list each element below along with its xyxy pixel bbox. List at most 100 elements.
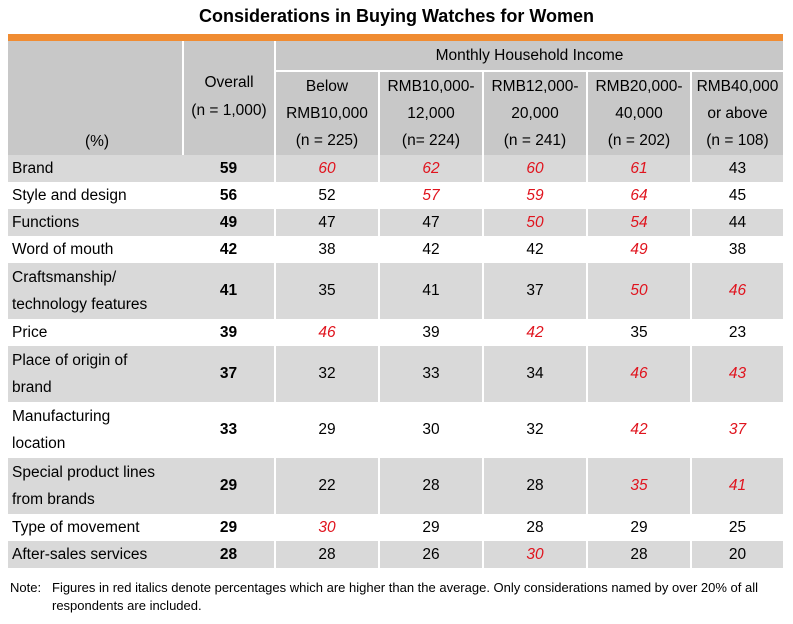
cell-value: 34: [482, 346, 587, 402]
row-label-line: Craftsmanship/: [12, 269, 117, 286]
income-column-header: RMB40,000 or above (n = 108): [690, 71, 783, 155]
income-column-header: RMB10,000- 12,000 (n= 224): [378, 71, 483, 155]
table-row: Style and design 56 52 57 59 64 45: [8, 182, 783, 209]
cell-value-highlight: 41: [690, 458, 783, 514]
income-column-header-line3: (n= 224): [401, 132, 461, 149]
row-label-line: Price: [12, 324, 48, 341]
table-row: Type of movement 29 30 29 28 29 25: [8, 514, 783, 541]
income-column-header-line3: (n = 202): [607, 132, 671, 149]
cell-value-highlight: 49: [586, 236, 691, 263]
cell-value: 38: [274, 236, 379, 263]
overall-value: 37: [183, 346, 275, 402]
table-row: Special product lines from brands 29 22 28 28…: [8, 458, 783, 514]
income-column-header-line1: RMB40,000: [696, 78, 779, 95]
table-row: Place of origin of brand 37 32 33 34 46 43: [8, 346, 783, 402]
cell-value: 28: [482, 458, 587, 514]
cell-value: 35: [274, 263, 379, 319]
cell-value: 41: [378, 263, 483, 319]
cell-value: 28: [378, 458, 483, 514]
data-table: (%) Overall (n = 1,000) Monthly Househol…: [8, 41, 783, 568]
cell-value: 32: [274, 346, 379, 402]
cell-value: 39: [378, 319, 483, 346]
overall-value: 29: [183, 514, 275, 541]
income-column-header-line2: 40,000: [615, 105, 663, 122]
cell-value-highlight: 61: [586, 155, 691, 182]
cell-value-highlight: 46: [274, 319, 379, 346]
row-label: Special product lines from brands: [8, 458, 183, 514]
cell-value: 30: [378, 402, 483, 458]
row-label-line: Manufacturing: [12, 408, 111, 425]
cell-value-highlight: 42: [586, 402, 691, 458]
row-label-line: Brand: [12, 160, 54, 177]
cell-value-highlight: 42: [482, 319, 587, 346]
cell-value: 47: [378, 209, 483, 236]
cell-value: 32: [482, 402, 587, 458]
cell-value: 37: [482, 263, 587, 319]
cell-value: 23: [690, 319, 783, 346]
cell-value: 38: [690, 236, 783, 263]
income-column-header-line3: (n = 241): [503, 132, 567, 149]
cell-value: 52: [274, 182, 379, 209]
cell-value-highlight: 35: [586, 458, 691, 514]
cell-value-highlight: 62: [378, 155, 483, 182]
row-label: Type of movement: [8, 514, 183, 541]
row-label: Manufacturing location: [8, 402, 183, 458]
cell-value-highlight: 50: [586, 263, 691, 319]
income-column-header-line2: or above: [707, 105, 768, 122]
cell-value: 29: [378, 514, 483, 541]
unit-label: (%): [84, 133, 110, 150]
cell-value-highlight: 43: [690, 346, 783, 402]
cell-value: 42: [378, 236, 483, 263]
cell-value-highlight: 50: [482, 209, 587, 236]
cell-value: 25: [690, 514, 783, 541]
row-label: Place of origin of brand: [8, 346, 183, 402]
overall-value: 42: [183, 236, 275, 263]
row-label-line: Place of origin of: [12, 352, 128, 369]
cell-value-highlight: 54: [586, 209, 691, 236]
overall-value: 49: [183, 209, 275, 236]
income-column-header-line3: (n = 225): [295, 132, 359, 149]
cell-value: 29: [586, 514, 691, 541]
cell-value: 42: [482, 236, 587, 263]
row-label: Brand: [8, 155, 183, 182]
row-label: Functions: [8, 209, 183, 236]
overall-value: 41: [183, 263, 275, 319]
row-label-line: Functions: [12, 214, 80, 231]
row-label-line: Type of movement: [12, 519, 140, 536]
cell-value: 45: [690, 182, 783, 209]
income-column-header-line1: RMB12,000-: [491, 78, 579, 95]
table-row: Craftsmanship/technology features 41 35 41 3…: [8, 263, 783, 319]
row-label: Style and design: [8, 182, 183, 209]
row-label: After-sales services: [8, 541, 183, 568]
table-row: Manufacturing location 33 29 30 32 42 37: [8, 402, 783, 458]
cell-value-highlight: 37: [690, 402, 783, 458]
row-label-line: Style and design: [12, 187, 127, 204]
income-column-header-line1: RMB20,000-: [595, 78, 683, 95]
row-label: Word of mouth: [8, 236, 183, 263]
row-label-line: from brands: [12, 491, 95, 508]
overall-value: 29: [183, 458, 275, 514]
footnote: Note: Figures in red italics denote perc…: [10, 579, 780, 615]
overall-header-line2: (n = 1,000): [191, 102, 267, 119]
cell-value: 44: [690, 209, 783, 236]
chart-title: Considerations in Buying Watches for Wom…: [198, 6, 595, 26]
row-label-line: location: [12, 435, 66, 452]
table-row: Word of mouth 42 38 42 42 49 38: [8, 236, 783, 263]
cell-value: 43: [690, 155, 783, 182]
income-column-header-line2: 12,000: [407, 105, 455, 122]
cell-value: 29: [274, 402, 379, 458]
cell-value: 28: [586, 541, 691, 568]
row-label-line: Special product lines: [12, 464, 156, 481]
cell-value-highlight: 46: [690, 263, 783, 319]
overall-header: Overall (n = 1,000): [182, 41, 275, 155]
row-label-line: brand: [12, 379, 52, 396]
cell-value-highlight: 64: [586, 182, 691, 209]
cell-value: 28: [274, 541, 379, 568]
row-label: Price: [8, 319, 183, 346]
overall-value: 56: [183, 182, 275, 209]
income-column-header: Below RMB10,000 (n = 225): [274, 71, 379, 155]
row-label-line: Word of mouth: [12, 241, 114, 258]
overall-value: 59: [183, 155, 275, 182]
income-column-header-line2: 20,000: [511, 105, 559, 122]
row-label-line: After-sales services: [12, 546, 148, 563]
